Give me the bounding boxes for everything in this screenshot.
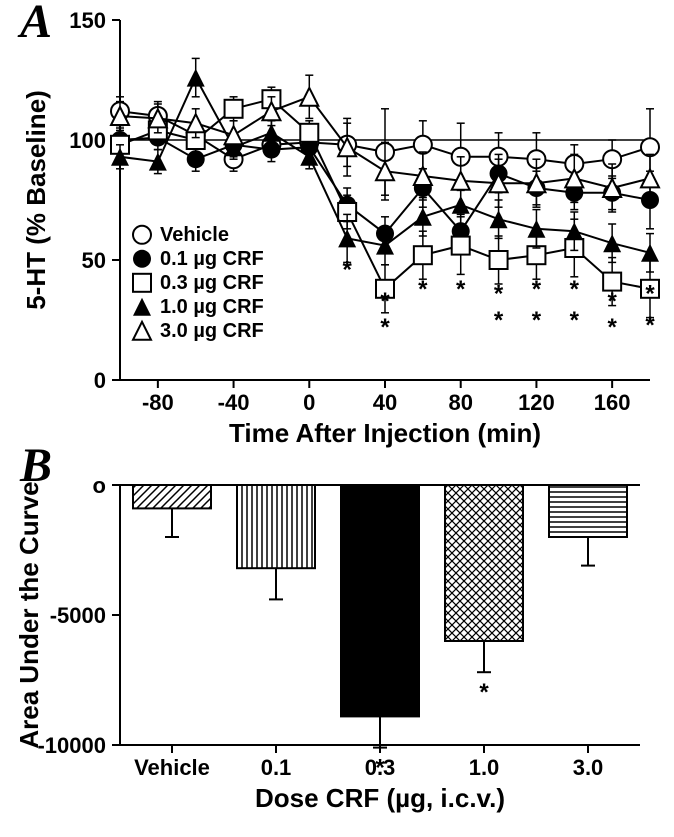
svg-text:o: o (93, 473, 106, 498)
svg-text:*: * (479, 679, 489, 706)
svg-text:*: * (456, 276, 466, 303)
svg-text:80: 80 (448, 390, 472, 415)
svg-text:*: * (570, 307, 580, 334)
svg-text:0.3: 0.3 (365, 755, 396, 780)
svg-text:*: * (645, 281, 655, 308)
figure-container: A 050100150-80-4004080120160Time After I… (0, 0, 674, 837)
svg-text:Dose CRF (µg, i.c.v.): Dose CRF (µg, i.c.v.) (255, 783, 505, 813)
svg-text:150: 150 (69, 8, 106, 33)
svg-text:*: * (418, 276, 428, 303)
svg-text:160: 160 (594, 390, 631, 415)
svg-text:Time After Injection (min): Time After Injection (min) (229, 418, 541, 448)
svg-text:*: * (532, 307, 542, 334)
svg-text:*: * (532, 276, 542, 303)
svg-text:Vehicle: Vehicle (160, 224, 229, 246)
svg-text:3.0 µg CRF: 3.0 µg CRF (160, 320, 264, 342)
svg-text:0.1 µg CRF: 0.1 µg CRF (160, 248, 264, 270)
panel-a-chart: 0 50 100 150 -80 -40 0 40 80 120 160 Time After Inj… (0, 0, 674, 455)
panel-b-chart: -10000-5000oVehicle0.1*0.3*1.03.0Dose CR… (0, 445, 674, 837)
svg-text:1.0: 1.0 (469, 755, 500, 780)
svg-text:-5000: -5000 (50, 603, 106, 628)
svg-text:*: * (607, 288, 617, 315)
svg-text:*: * (380, 288, 390, 315)
svg-text:0.1: 0.1 (261, 755, 292, 780)
svg-text:*: * (607, 314, 617, 341)
svg-text:5-HT (% Baseline): 5-HT (% Baseline) (21, 90, 51, 310)
svg-text:-80: -80 (142, 390, 174, 415)
svg-text:*: * (380, 314, 390, 341)
svg-text:1.0 µg CRF: 1.0 µg CRF (160, 296, 264, 318)
svg-text:120: 120 (518, 390, 555, 415)
svg-text:0: 0 (94, 368, 106, 393)
svg-text:*: * (342, 257, 352, 284)
svg-text:0.3 µg CRF: 0.3 µg CRF (160, 272, 264, 294)
svg-text:*: * (570, 276, 580, 303)
svg-text:3.0: 3.0 (573, 755, 604, 780)
svg-text:Vehicle: Vehicle (134, 755, 210, 780)
svg-text:-40: -40 (218, 390, 250, 415)
svg-text:100: 100 (69, 128, 106, 153)
svg-text:0: 0 (303, 390, 315, 415)
svg-text:-10000: -10000 (37, 733, 106, 758)
svg-text:40: 40 (373, 390, 397, 415)
svg-text:*: * (494, 307, 504, 334)
svg-text:Area Under the Curve: Area Under the Curve (14, 481, 44, 748)
svg-text:*: * (645, 312, 655, 339)
svg-text:*: * (494, 281, 504, 308)
svg-text:50: 50 (82, 248, 106, 273)
